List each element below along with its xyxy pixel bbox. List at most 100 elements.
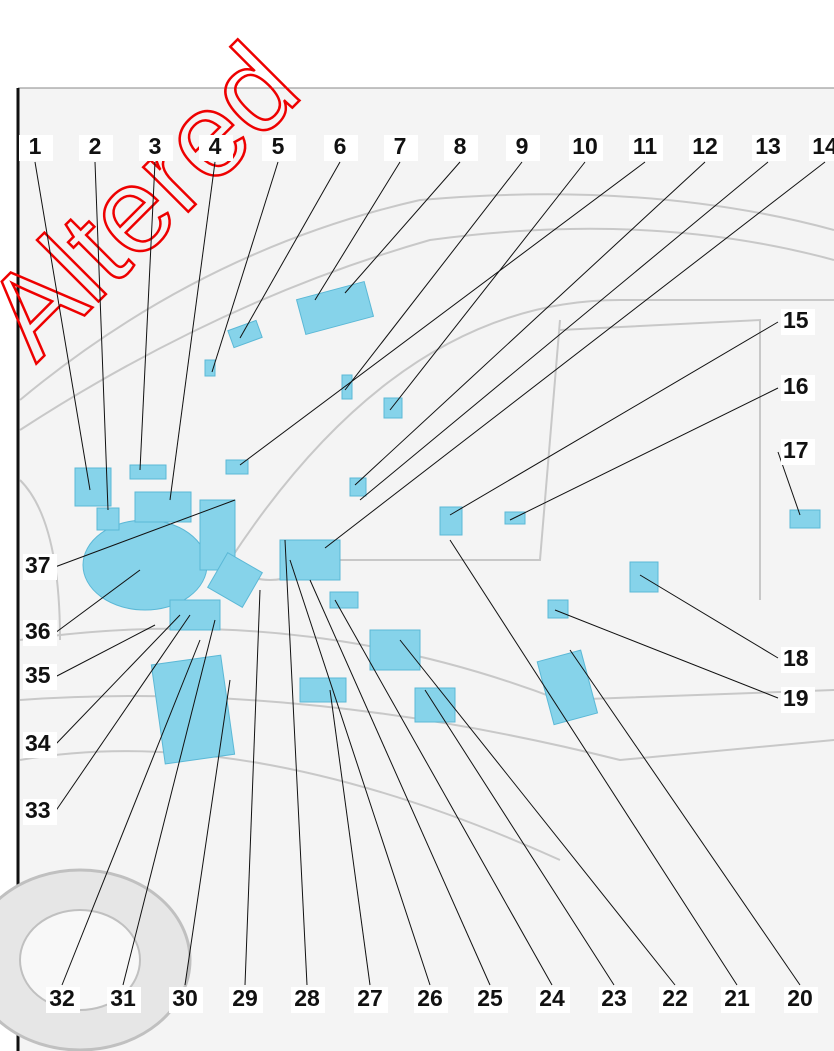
car-body [0,193,834,1051]
callout-number: 21 [724,985,750,1011]
callouts: 1 2 3 4 5 6 7 8 9 10 11 12 13 14151617181920212223242… [19,133,834,1013]
label-bg [23,554,57,580]
callout-number: 36 [25,618,51,644]
callout-number: 14 [812,133,834,159]
leader-line [184,679,231,986]
label-bg [23,732,57,758]
callout-number: 7 [394,133,407,159]
label-bg [324,135,358,161]
leader-line [122,619,216,986]
callout-number: 4 [209,133,222,159]
label-bg [781,309,815,335]
label-bg [784,987,818,1013]
label-bg [199,135,233,161]
leader-line [449,321,779,516]
label-bg [629,135,663,161]
callout-number: 17 [783,437,809,463]
leader-line [34,161,91,491]
label-bg [107,987,141,1013]
leader-line [344,161,523,391]
callout-number: 1 [29,133,42,159]
label-bg [19,135,53,161]
leader-line [359,161,769,501]
callout-number: 6 [334,133,347,159]
leader-line [509,387,779,521]
callout-number: 18 [783,645,809,671]
label-bg [781,375,815,401]
label-bg [79,135,113,161]
callout-number: 23 [601,985,627,1011]
label-bg [291,987,325,1013]
label-bg [536,987,570,1013]
callout-number: 20 [787,985,813,1011]
callout-number: 25 [477,985,503,1011]
label-bg [139,135,173,161]
callout-number: 31 [110,985,136,1011]
label-bg [384,135,418,161]
leader-line [314,161,401,301]
callout-number: 27 [357,985,383,1011]
leader-line [309,579,491,986]
label-bg [474,987,508,1013]
callout-number: 3 [149,133,162,159]
callout-number: 26 [417,985,443,1011]
label-bg [23,620,57,646]
leader-line [244,589,261,986]
callout-number: 28 [294,985,320,1011]
callout-number: 29 [232,985,258,1011]
callout-number: 11 [633,133,658,159]
leader-line [54,624,156,678]
callout-number: 33 [25,797,51,823]
leader-line [569,649,801,986]
label-bg [781,439,815,465]
leader-line [54,614,191,813]
callout-number: 30 [172,985,198,1011]
label-bg [781,647,815,673]
callout-number: 37 [25,552,51,578]
leader-line [289,559,431,986]
label-bg [752,135,786,161]
callout-number: 13 [755,133,781,159]
leader-line [284,539,308,986]
leader-line [94,161,109,511]
label-bg [354,987,388,1013]
label-bg [689,135,723,161]
leader-line [399,639,676,986]
leader-line [54,569,141,634]
leader-line [324,161,826,549]
leader-line [211,161,279,373]
callout-number: 2 [89,133,102,159]
label-bg [46,987,80,1013]
callout-number: 24 [539,985,565,1011]
label-bg [781,687,815,713]
callout-number: 9 [516,133,529,159]
leader-line [334,599,553,986]
label-bg [169,987,203,1013]
leader-line [424,689,615,986]
leader-line [139,161,156,471]
leader-line [239,161,646,466]
leader-line [54,499,236,568]
callout-number: 34 [25,730,51,756]
leader-line [239,161,341,339]
label-bg [23,799,57,825]
callout-number: 22 [662,985,688,1011]
leader-line [54,614,181,746]
leader-line [169,161,216,501]
components [74,280,821,765]
label-bg [809,135,834,161]
label-bg [721,987,755,1013]
callout-number: 15 [783,307,809,333]
callout-number: 12 [692,133,718,159]
leader-line [329,689,371,986]
callout-number: 32 [49,985,75,1011]
leader-line [389,161,586,411]
leader-line [554,609,779,699]
label-bg [569,135,603,161]
leader-line [639,574,779,659]
label-bg [262,135,296,161]
callout-number: 19 [783,685,809,711]
label-bg [598,987,632,1013]
leader-line [354,161,706,486]
